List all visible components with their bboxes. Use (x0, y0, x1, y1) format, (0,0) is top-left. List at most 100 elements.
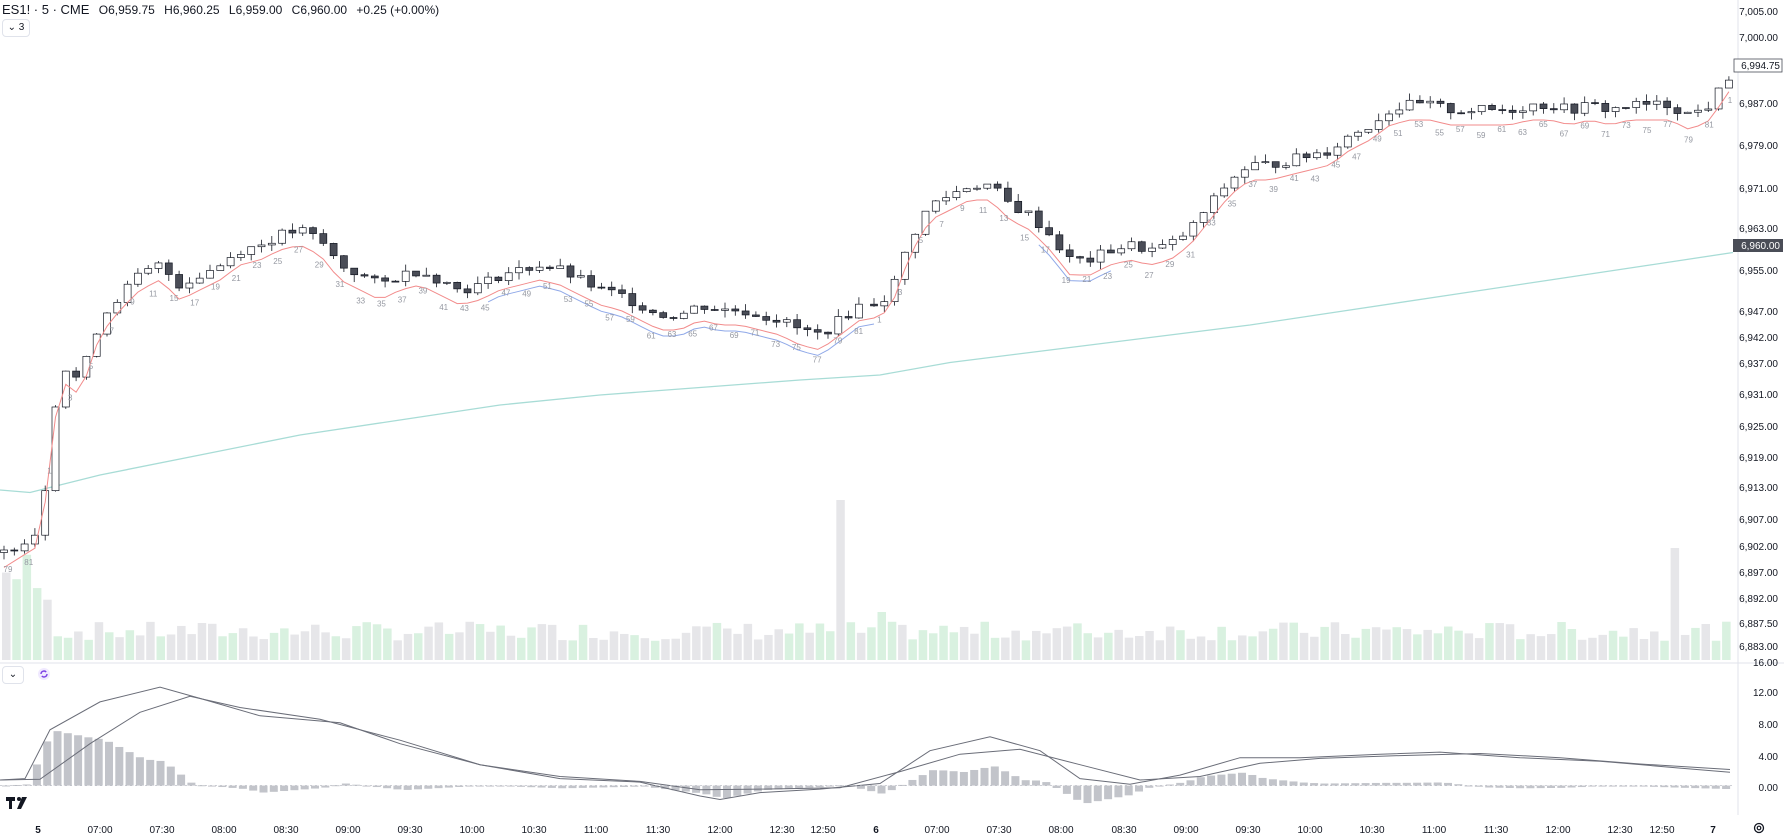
volume-bar (1454, 630, 1463, 660)
candle-up (1580, 102, 1589, 114)
volume-bar (1701, 624, 1710, 660)
volume-bar (661, 639, 670, 660)
volume-bar (1629, 628, 1638, 660)
volume-bar (1402, 629, 1412, 660)
volume-bar (1423, 629, 1432, 660)
gear-icon[interactable] (1752, 821, 1766, 835)
bar-number-label: 65 (688, 330, 697, 339)
macd-hist-bar (1238, 772, 1246, 786)
chart-legend: ES1! · 5 · CME O6,959.75 H6,960.25 L6,95… (2, 2, 439, 17)
bar-number-label: 47 (1352, 153, 1361, 162)
bar-number-label: 17 (1041, 245, 1050, 254)
candle-down (1004, 187, 1012, 202)
price-tick-label: 7,005.00 (1739, 7, 1778, 18)
candle-down (288, 229, 297, 234)
macd-hist-bar (1258, 777, 1267, 786)
bar-number-label: 65 (1539, 120, 1548, 129)
volume-bar (753, 639, 763, 660)
volume-bar (1310, 636, 1319, 660)
volume-bars (2, 500, 1731, 660)
candle-up (1477, 104, 1486, 113)
price-tick-label: 6,931.00 (1739, 390, 1778, 401)
macd-hist-bar (1722, 785, 1731, 789)
indicators-collapse-button[interactable]: ⌄ 3 (2, 19, 30, 37)
bar-number-label: 55 (1435, 128, 1444, 137)
volume-bar (1001, 637, 1010, 660)
bar-number-label: 23 (253, 261, 262, 270)
bar-number-label: 17 (190, 299, 199, 308)
bar-number-label: 57 (605, 313, 614, 322)
volume-bar (990, 637, 1000, 660)
volume-bar (1114, 629, 1123, 660)
sync-icon[interactable] (37, 667, 51, 681)
volume-bar (681, 632, 691, 660)
candle-up (0, 549, 8, 553)
macd-hist-bar (887, 785, 896, 791)
volume-bar (311, 624, 320, 660)
bar-number-label: 23 (1103, 272, 1112, 281)
macd-hist-bar (558, 785, 567, 789)
macd-hist-bar (1330, 783, 1339, 786)
candle-up (1683, 111, 1692, 114)
macd-hist-bar (1073, 785, 1082, 800)
volume-bar (1588, 637, 1597, 660)
volume-bar (166, 634, 176, 660)
bar-number-label: 31 (1186, 250, 1195, 259)
symbol-title[interactable]: ES1! · 5 · CME (2, 2, 90, 17)
macd-hist-bar (84, 737, 93, 786)
candle-down (319, 233, 328, 244)
candle-down (546, 266, 554, 269)
candle-up (1210, 195, 1218, 213)
candle-up (911, 233, 920, 253)
bar-number-label: 61 (647, 332, 656, 341)
macd-hist-bar (249, 785, 258, 791)
candle-up (1385, 113, 1393, 122)
candle-down (700, 305, 709, 310)
volume-bar (444, 633, 454, 660)
tradingview-logo-icon[interactable] (6, 796, 32, 810)
macd-hist-bar (1207, 775, 1216, 786)
bar-number-label: 1 (47, 467, 52, 476)
bar-number-label: 9 (130, 298, 135, 307)
low-value: 6,959.00 (235, 3, 283, 17)
candle-up (1714, 87, 1723, 110)
macd-hist-bar (74, 735, 83, 786)
macd-hist-bar (527, 785, 536, 788)
macd-hist-bar (1701, 785, 1710, 789)
macd-hist-bar (1196, 777, 1205, 786)
macd-hist-bar (712, 785, 721, 797)
macd-hist-bar (1485, 785, 1494, 788)
candle-down (1055, 234, 1064, 251)
macd-hist-bar (1547, 785, 1555, 788)
volume-bar (547, 624, 557, 660)
candle-up (1374, 120, 1383, 130)
bar-number-label: 35 (1228, 199, 1237, 208)
time-tick-label: 12:00 (707, 825, 732, 836)
macd-hist-bar (269, 785, 278, 792)
macd-hist-bar (393, 785, 402, 790)
macd-hist-bar (805, 785, 814, 788)
time-tick-label: 07:00 (87, 825, 112, 836)
bar-number-label: 57 (1456, 125, 1465, 134)
macd-hist-bar (1124, 785, 1133, 796)
macd-hist-bar (1268, 779, 1277, 786)
volume-bar (650, 640, 660, 660)
volume-bar (393, 640, 402, 660)
candle-up (237, 254, 245, 258)
candle-down (494, 276, 503, 282)
volume-bar (1392, 627, 1401, 660)
macd-collapse-button[interactable]: ⌄ (2, 666, 24, 684)
macd-hist-bar (1289, 781, 1298, 786)
candle-up (1652, 100, 1661, 105)
candle-down (1302, 153, 1311, 159)
macd-hist-bar (238, 785, 247, 789)
volume-bar (887, 621, 897, 660)
candle-down (1539, 103, 1548, 109)
time-tick-label: 12:30 (769, 825, 794, 836)
bar-number-label: 41 (1290, 174, 1299, 183)
bar-number-label: 31 (335, 280, 344, 289)
macd-hist-bar (94, 738, 103, 786)
macd-hist-bar (1021, 780, 1030, 786)
macd-hist-bar (1639, 785, 1648, 787)
